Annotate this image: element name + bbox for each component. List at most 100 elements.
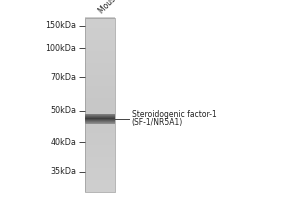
Text: 100kDa: 100kDa [46,44,76,53]
Bar [85,183,115,185]
Bar [85,103,115,105]
Bar [85,116,115,117]
Bar [85,21,115,23]
Bar [85,22,115,25]
Bar [85,52,115,54]
Bar [85,68,115,70]
Bar [85,33,115,35]
Bar [85,150,115,152]
Bar [85,114,115,115]
Bar [85,62,115,65]
Bar [85,85,115,87]
Bar [85,127,115,129]
Bar [85,71,115,74]
Bar [85,157,115,159]
Bar [85,104,115,107]
Bar [85,176,115,178]
Bar [85,178,115,180]
Bar [85,116,115,117]
Bar [85,73,115,75]
Bar [85,54,115,56]
Bar [85,130,115,133]
Text: 35kDa: 35kDa [50,167,76,176]
Bar [85,101,115,103]
Bar [85,124,115,126]
Bar [85,115,115,117]
Bar [85,144,115,147]
Bar [85,121,115,122]
Bar [85,129,115,131]
Bar [85,108,115,110]
Bar [85,106,115,108]
Bar [85,117,115,118]
Bar [85,143,115,145]
Bar [85,47,115,49]
Bar [85,134,115,136]
Bar [85,18,115,192]
Bar [85,122,115,123]
Bar [85,117,115,118]
Bar [85,148,115,150]
Bar [85,28,115,30]
Bar [85,94,115,96]
Bar [85,158,115,161]
Bar [85,50,115,53]
Bar [85,113,115,115]
Bar [85,75,115,77]
Bar [85,45,115,47]
Bar [85,132,115,135]
Bar [85,122,115,124]
Bar [85,66,115,68]
Bar [85,64,115,67]
Bar [85,24,115,26]
Bar [85,35,115,37]
Bar [85,111,115,114]
Bar [85,118,115,121]
Bar [85,164,115,166]
Bar [85,172,115,175]
Bar [85,119,115,120]
Bar [85,121,115,122]
Text: 150kDa: 150kDa [46,21,76,30]
Bar [85,43,115,46]
Bar [85,137,115,140]
Bar [85,146,115,149]
Bar [85,160,115,162]
Bar [85,55,115,58]
Bar [85,120,115,121]
Bar [85,19,115,21]
Bar [85,186,115,189]
Bar [85,69,115,72]
Text: 50kDa: 50kDa [50,106,76,115]
Text: (SF-1/NR5A1): (SF-1/NR5A1) [132,118,183,127]
Bar [85,167,115,169]
Bar [85,38,115,40]
Bar [85,188,115,190]
Bar [85,120,115,121]
Bar [85,190,115,192]
Bar [85,82,115,84]
Text: Mouse testis: Mouse testis [97,0,137,16]
Bar [85,110,115,112]
Bar [85,61,115,63]
Bar [85,99,115,101]
Bar [85,174,115,176]
Bar [85,48,115,51]
Bar [85,42,115,44]
Bar [85,57,115,60]
Bar [85,76,115,79]
Bar [85,117,115,119]
Text: Steroidogenic factor-1: Steroidogenic factor-1 [132,110,217,119]
Bar [85,123,115,124]
Bar [85,29,115,32]
Bar [85,36,115,39]
Text: 40kDa: 40kDa [51,138,76,147]
Bar [85,89,115,91]
Bar [85,171,115,173]
Bar [85,17,115,19]
Bar [85,165,115,168]
Bar [85,40,115,42]
Bar [85,141,115,143]
Bar [85,120,115,122]
Bar [85,153,115,155]
